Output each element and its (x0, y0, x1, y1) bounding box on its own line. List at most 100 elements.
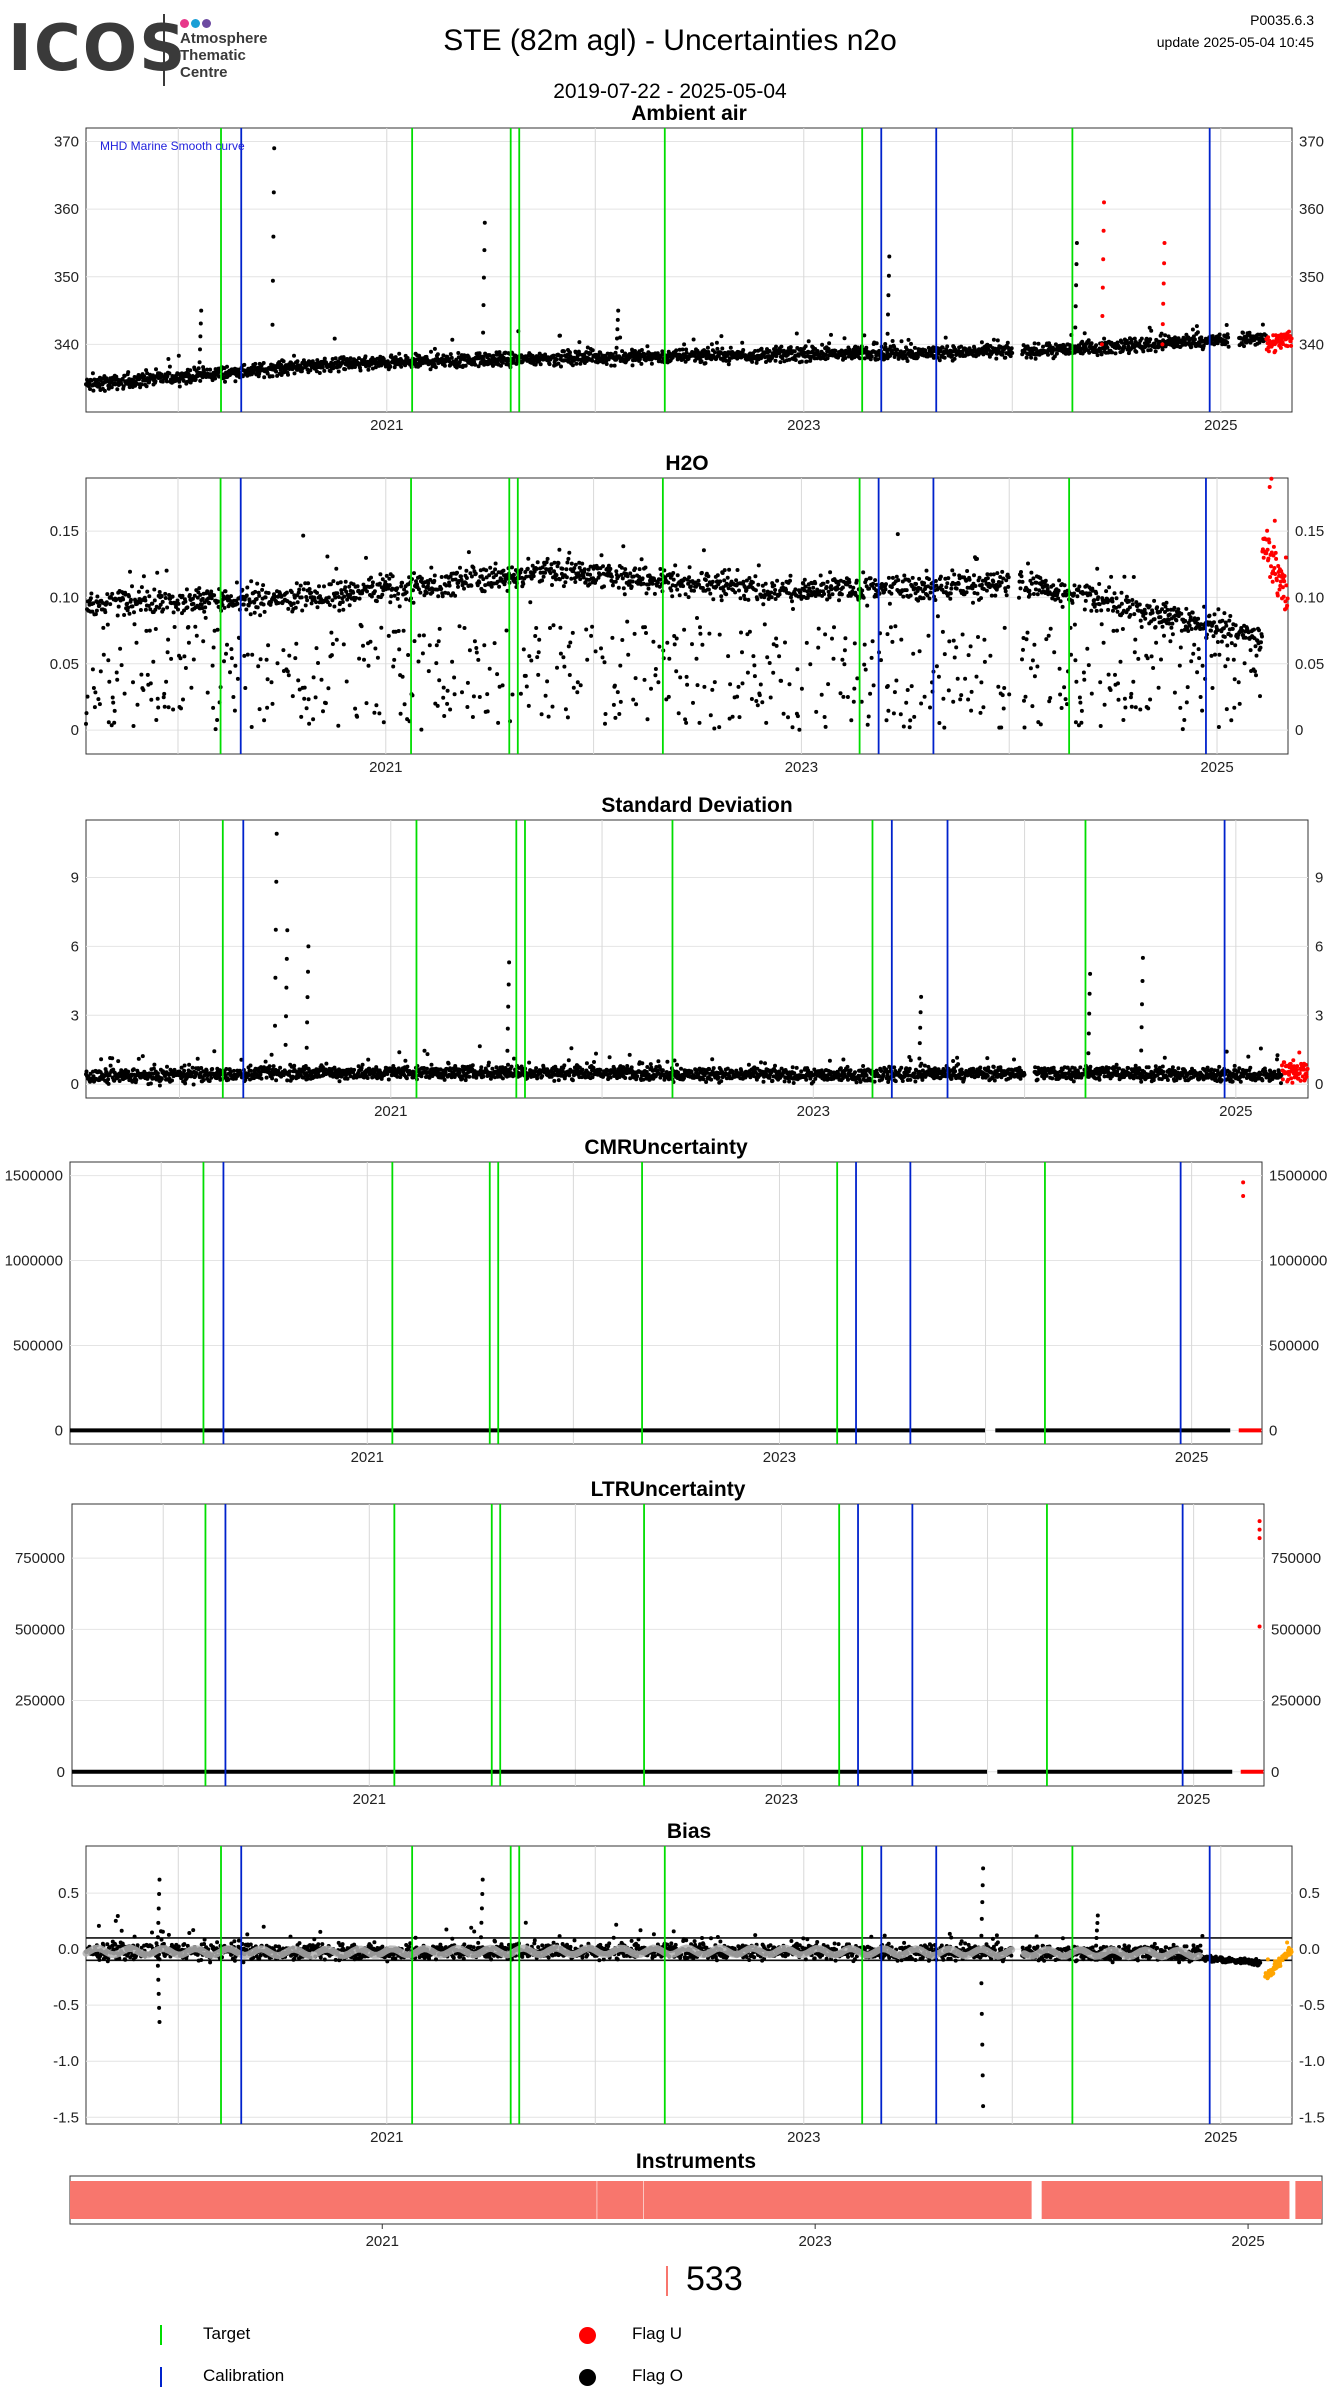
data-point (825, 356, 830, 361)
data-point (825, 579, 830, 584)
data-point (955, 676, 960, 681)
data-point (1216, 607, 1221, 612)
data-point (977, 575, 982, 580)
data-point (132, 610, 136, 615)
y-tick-label: 350 (54, 269, 79, 286)
data-point (1182, 718, 1187, 722)
data-point (610, 635, 615, 640)
data-point (936, 674, 941, 679)
data-point (978, 710, 983, 715)
data-point (585, 345, 590, 350)
data-point (566, 644, 571, 649)
data-point (644, 631, 648, 635)
data-point (450, 337, 455, 342)
data-point (1131, 679, 1136, 684)
data-point (1209, 628, 1213, 633)
data-point (836, 582, 841, 587)
data-point (573, 580, 578, 584)
data-point (567, 673, 572, 677)
data-point (292, 371, 297, 376)
data-point (791, 607, 795, 611)
data-point (321, 709, 325, 714)
data-point (981, 705, 986, 710)
data-point (253, 589, 258, 594)
data-point (691, 700, 695, 705)
data-point (333, 356, 338, 361)
data-point (392, 657, 397, 662)
data-point (952, 356, 957, 361)
data-point (963, 676, 968, 681)
data-point (1086, 663, 1091, 668)
data-point (1161, 301, 1166, 306)
data-point (674, 636, 679, 641)
data-point (559, 364, 563, 369)
data-point (867, 586, 872, 591)
data-point (835, 586, 840, 591)
data-point (745, 670, 750, 675)
data-point (706, 574, 711, 579)
data-point (724, 358, 729, 363)
data-point (1134, 349, 1139, 354)
data-point (262, 718, 267, 723)
data-point (106, 658, 111, 663)
data-point (270, 322, 275, 327)
data-point (181, 697, 185, 702)
data-point (412, 571, 416, 576)
data-point (1109, 574, 1114, 579)
data-point (762, 622, 767, 627)
data-point (541, 574, 546, 579)
data-point (988, 653, 993, 658)
data-point (172, 625, 177, 629)
data-point (165, 374, 170, 379)
data-point (167, 364, 172, 369)
data-point (290, 694, 295, 699)
data-point (1079, 720, 1084, 725)
data-point (1281, 342, 1285, 347)
data-point (958, 697, 963, 702)
data-point (497, 584, 502, 589)
data-point (886, 293, 891, 298)
data-point (293, 656, 298, 661)
data-point (1232, 705, 1237, 710)
data-point (752, 663, 757, 668)
data-point (1117, 345, 1122, 350)
data-point (419, 727, 424, 732)
data-point (769, 590, 774, 595)
data-point (914, 582, 919, 586)
data-point (442, 363, 447, 368)
data-point (528, 600, 533, 605)
data-point (652, 591, 657, 596)
data-point (827, 341, 832, 346)
data-point (821, 581, 826, 586)
data-point (964, 590, 969, 595)
data-point (481, 577, 486, 582)
data-point (1100, 285, 1105, 290)
data-point (637, 567, 642, 572)
data-point (460, 690, 464, 695)
data-point (1130, 598, 1135, 602)
data-point (1220, 618, 1225, 623)
data-point (1289, 343, 1294, 348)
data-point (143, 598, 148, 603)
data-point (353, 706, 358, 711)
chart-annotation: MHD Marine Smooth curve (100, 139, 245, 153)
data-point (830, 636, 834, 641)
data-point (715, 346, 720, 351)
data-point (485, 692, 490, 697)
data-point (1215, 628, 1220, 633)
data-point (1131, 575, 1136, 579)
data-point (1088, 592, 1093, 597)
data-point (919, 701, 924, 706)
data-point (1045, 583, 1050, 588)
data-point (130, 584, 134, 589)
data-point (270, 374, 275, 379)
data-point (927, 596, 932, 601)
data-point (611, 702, 616, 707)
data-point (984, 588, 989, 593)
data-point (1126, 599, 1131, 604)
data-point (186, 640, 191, 645)
data-point (242, 362, 247, 367)
data-point (632, 631, 637, 636)
data-point (205, 690, 210, 695)
data-point (1079, 708, 1084, 713)
